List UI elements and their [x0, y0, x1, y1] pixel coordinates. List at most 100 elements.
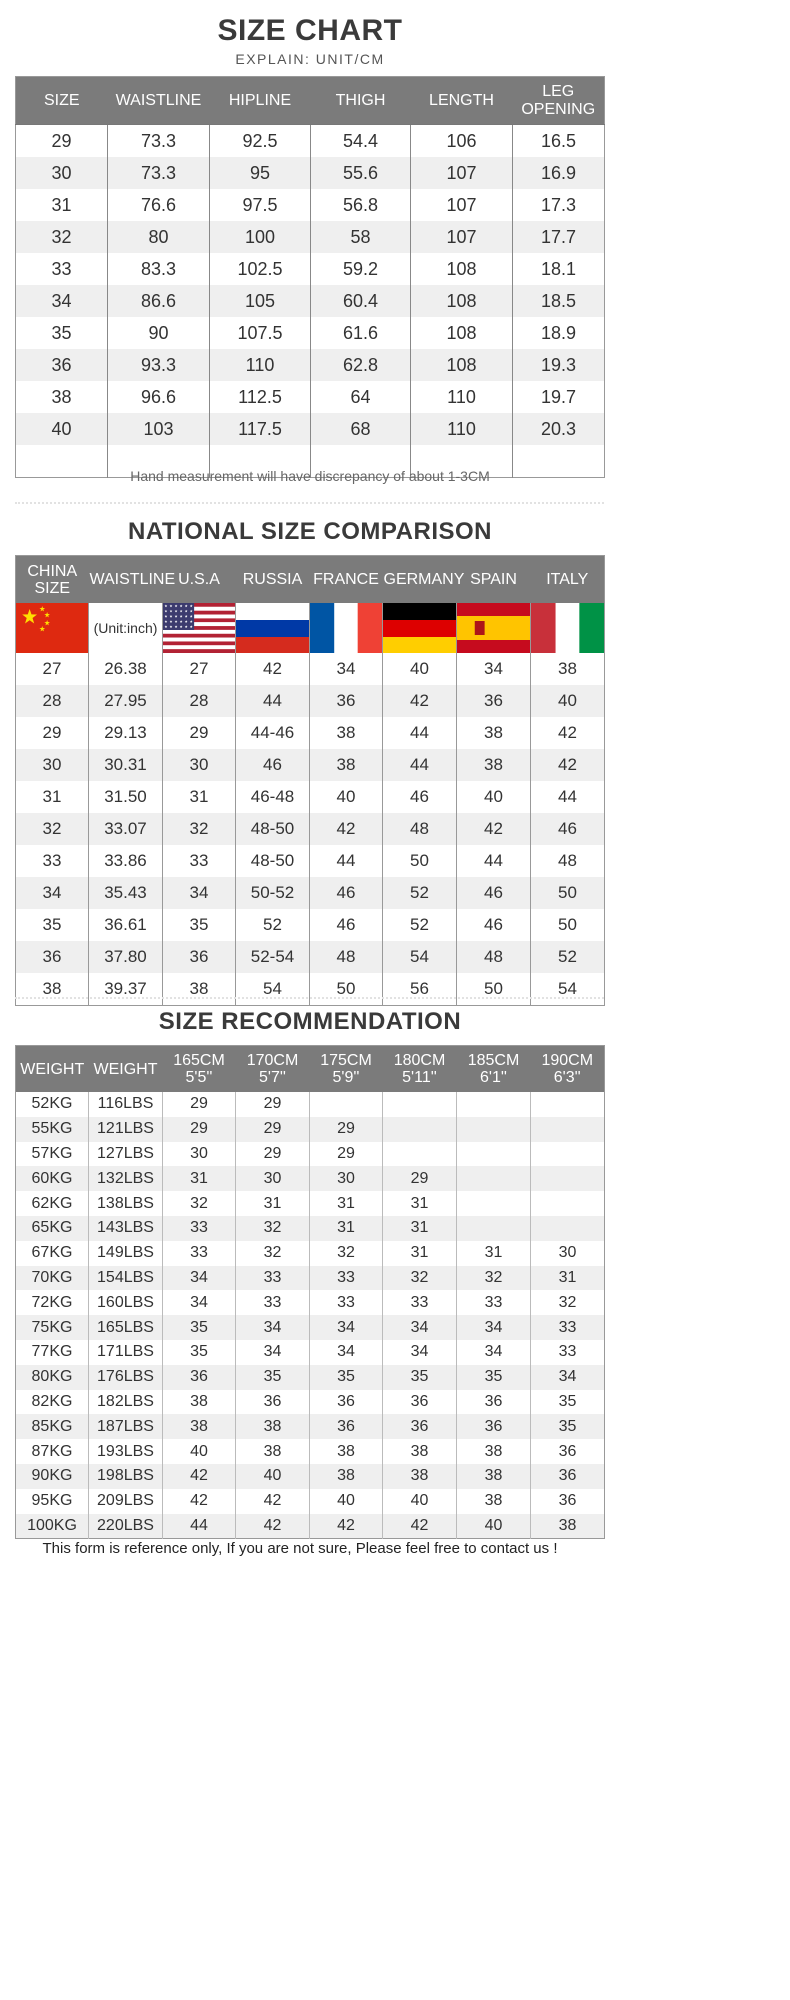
- size-chart-subtitle: EXPLAIN: UNIT/CM: [235, 51, 385, 67]
- table-cell: 35: [162, 1339, 236, 1365]
- table-row: 65KG 143LBS 33 32 31 31: [15, 1215, 605, 1241]
- table-cell: 149LBS: [88, 1240, 163, 1266]
- table-row: 35 90 107.5 61.6 108 18.9: [16, 317, 605, 349]
- table-cell: 110: [410, 381, 513, 413]
- table-cell: [530, 1215, 605, 1241]
- table-cell: 38: [162, 1389, 236, 1415]
- table-row: 85KG 187LBS 38 38 36 36 36 35: [15, 1414, 605, 1440]
- table-cell: 50: [382, 845, 457, 877]
- table-cell: 36: [530, 1488, 605, 1514]
- table-cell: 38: [309, 749, 383, 781]
- table-cell: 38: [309, 1463, 383, 1489]
- header-line-2: 5'9'': [332, 1069, 360, 1086]
- table-cell: 30: [15, 749, 89, 781]
- table-cell: 107.5: [209, 317, 311, 349]
- table-cell: 62.8: [310, 349, 411, 381]
- table-cell: 36: [309, 1414, 383, 1440]
- table-cell: 65KG: [15, 1215, 89, 1241]
- size-chart-title: SIZE CHART: [217, 14, 403, 47]
- table-cell: 82KG: [31, 1392, 73, 1410]
- column-header: LEG OPENING: [512, 76, 605, 125]
- china-flag-icon: [16, 603, 88, 653]
- russia-flag-cell: [235, 603, 310, 653]
- table-cell: 31: [51, 194, 72, 215]
- table-cell: 50: [530, 909, 605, 941]
- table-cell: 33: [235, 1265, 310, 1291]
- table-row: 33 33.86 33 48-50 44 50 44 48: [16, 845, 605, 877]
- table-cell: 44: [309, 845, 383, 877]
- table-cell: 38: [456, 749, 531, 781]
- table-cell: 55KG: [15, 1116, 89, 1142]
- table-cell: 38: [235, 1439, 310, 1464]
- table-cell: 46: [309, 909, 383, 941]
- usa-flag-icon: [163, 603, 235, 653]
- table-cell: 52KG: [31, 1095, 73, 1113]
- table-row: 72KG 160LBS 34 33 33 33 33 32: [16, 1290, 605, 1316]
- table-cell: 42: [235, 653, 310, 685]
- table-cell: 38: [456, 1488, 531, 1514]
- table-cell: 42: [162, 1488, 236, 1514]
- table-cell: 31: [530, 1265, 605, 1291]
- table-cell: 36: [456, 685, 531, 717]
- table-cell: 46: [235, 749, 310, 781]
- table-row: 32 80 100 58 107 17.7: [15, 221, 605, 253]
- table-cell: 59.2: [310, 253, 411, 285]
- table-row: 27 26.38 27 42 34 40 34 38: [16, 653, 605, 685]
- table-cell: 96.6: [107, 381, 210, 413]
- table-cell: 92.5: [209, 124, 311, 157]
- table-cell: 209LBS: [88, 1488, 163, 1514]
- table-cell: 30: [162, 1141, 236, 1167]
- table-cell: 26.38: [88, 653, 163, 685]
- table-cell: [456, 1166, 531, 1192]
- spain-flag-icon: [457, 603, 530, 653]
- table-cell: 35: [456, 1364, 531, 1390]
- table-cell: 42: [530, 749, 605, 781]
- table-row: 29 29.13 29 44-46 38 44 38 42: [16, 717, 605, 749]
- table-cell: 42: [456, 813, 531, 845]
- column-header: 190CM 6'3'': [530, 1045, 605, 1092]
- table-row: 30 30.31 30 46 38 44 38 42: [15, 749, 605, 781]
- table-cell: 37.80: [88, 941, 163, 973]
- table-cell: 75KG: [15, 1315, 89, 1340]
- table-cell: 103: [107, 413, 210, 445]
- recommendation-header-row: WEIGHT WEIGHT 165CM 5'5'' 170CM 5'7'' 175CM 5'9…: [15, 1045, 605, 1092]
- table-cell: 54: [382, 941, 457, 973]
- table-cell: 44: [382, 749, 457, 781]
- unit-label: (Unit:inch): [93, 620, 158, 636]
- flag-row: (Unit:inch): [16, 603, 605, 653]
- table-cell: 50: [456, 973, 531, 1006]
- table-cell: 57KG: [31, 1144, 73, 1162]
- table-cell: 36: [15, 941, 89, 973]
- table-cell: 77KG: [31, 1343, 73, 1361]
- national-header-row: CHINA SIZE WAISTLINE U.S.A RUSSIA FRANCE GERM…: [15, 555, 605, 603]
- table-row: 40 103 117.5 68 110 20.3: [15, 413, 605, 445]
- table-cell: 20.3: [512, 413, 605, 445]
- section-divider: [15, 502, 604, 504]
- table-cell: 86.6: [107, 285, 210, 317]
- header-line-2: 5'11'': [402, 1069, 437, 1086]
- france-flag-cell: [309, 603, 383, 653]
- table-cell: 32: [530, 1290, 605, 1316]
- table-cell: 35: [162, 909, 236, 941]
- table-cell: 33: [456, 1290, 531, 1316]
- table-cell: 108: [410, 349, 513, 381]
- table-cell: 34: [162, 877, 236, 909]
- table-row: 36 37.80 36 52-54 48 54 48 52: [15, 941, 605, 973]
- table-cell: 33: [530, 1339, 605, 1365]
- table-row: 62KG 138LBS 32 31 31 31: [16, 1191, 605, 1216]
- table-cell: 165LBS: [88, 1315, 163, 1340]
- table-cell: 29: [162, 1092, 236, 1117]
- table-cell: 73.3: [107, 124, 210, 157]
- table-cell: 40: [235, 1463, 310, 1489]
- table-cell: 42: [309, 1513, 383, 1539]
- table-cell: 36: [382, 1389, 457, 1415]
- table-cell: 32: [162, 813, 236, 845]
- header-line-1: WEIGHT: [20, 1060, 85, 1078]
- table-cell: 34: [15, 877, 89, 909]
- table-row: 28 27.95 28 44 36 42 36 40: [15, 685, 605, 717]
- table-cell: 50: [530, 877, 605, 909]
- table-cell: 42: [309, 813, 383, 845]
- table-cell: 105: [209, 285, 311, 317]
- italy-flag-cell: [530, 603, 605, 653]
- table-cell: 33: [309, 1265, 383, 1291]
